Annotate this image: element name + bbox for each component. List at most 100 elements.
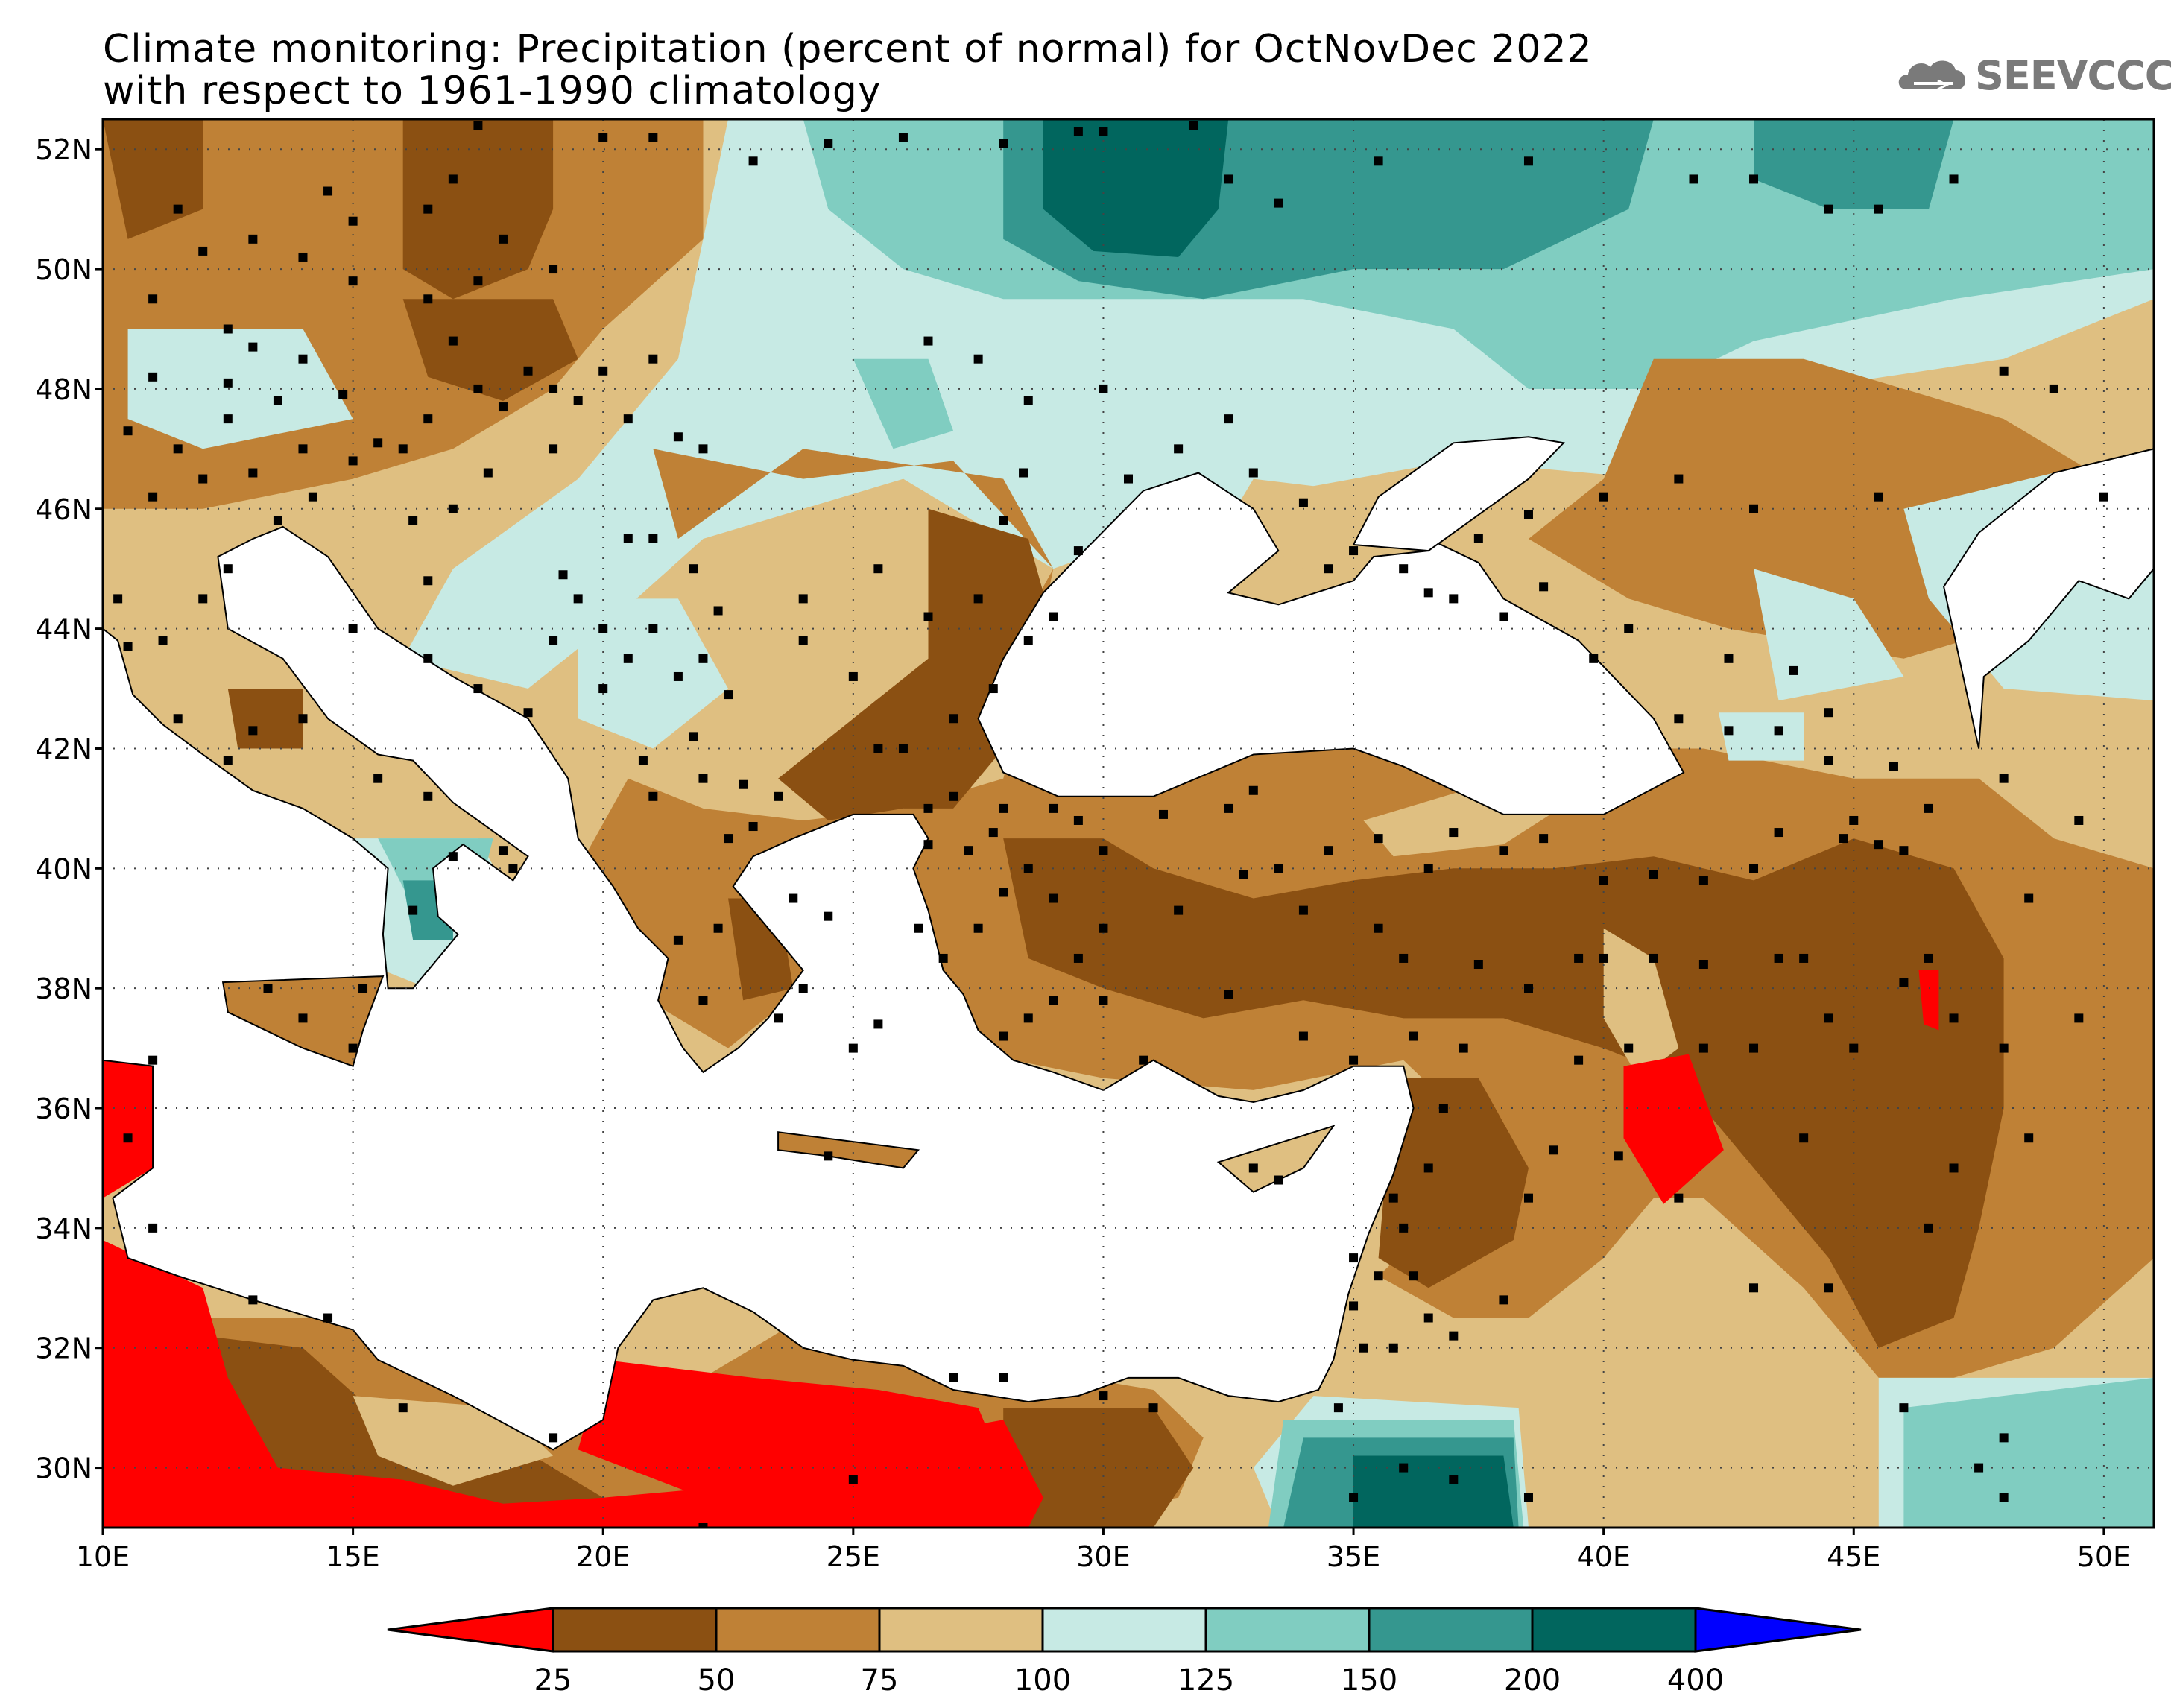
- station-marker: [1349, 1055, 1359, 1065]
- station-marker: [1824, 708, 1833, 718]
- station-marker: [498, 846, 508, 855]
- station-marker: [648, 354, 658, 364]
- station-marker: [1949, 1163, 1959, 1173]
- station-marker: [1799, 953, 1809, 963]
- station-marker: [1459, 1043, 1468, 1053]
- station-marker: [1298, 905, 1308, 915]
- station-marker: [973, 923, 983, 933]
- station-marker: [1409, 1271, 1418, 1281]
- lon-label: 10E: [76, 1540, 130, 1573]
- station-marker: [999, 1373, 1008, 1382]
- station-marker: [1499, 612, 1508, 621]
- black-sea: [977, 472, 1685, 815]
- station-marker: [1774, 828, 1783, 838]
- station-marker: [173, 204, 183, 214]
- precip-region: [578, 598, 728, 749]
- colorbar-tick-label: 400: [1667, 1663, 1724, 1698]
- station-marker: [298, 714, 308, 724]
- station-marker: [1698, 876, 1708, 885]
- station-marker: [348, 624, 358, 633]
- station-marker: [2024, 893, 2034, 903]
- precip-region: [1003, 838, 2004, 1348]
- station-marker: [949, 791, 958, 801]
- station-marker: [1599, 953, 1608, 963]
- lon-label: 50E: [2077, 1540, 2131, 1573]
- precip-region: [1903, 1377, 2154, 1528]
- station-marker: [549, 1433, 558, 1443]
- station-marker: [338, 390, 348, 399]
- station-marker: [1158, 809, 1168, 819]
- precip-region: [1043, 119, 1229, 257]
- station-marker: [1839, 834, 1848, 844]
- station-marker: [573, 396, 583, 405]
- station-marker: [789, 893, 798, 903]
- station-marker: [1349, 1493, 1359, 1502]
- station-marker: [1949, 174, 1959, 184]
- colorbar-segment: [878, 1607, 1044, 1653]
- station-marker: [848, 1043, 858, 1053]
- station-marker: [1423, 1313, 1433, 1323]
- station-marker: [1924, 1223, 1933, 1233]
- station-marker: [1499, 1295, 1508, 1305]
- station-marker: [698, 774, 708, 783]
- station-marker: [914, 923, 923, 933]
- station-marker: [1689, 174, 1698, 184]
- station-marker: [1574, 953, 1584, 963]
- station-marker: [1374, 834, 1383, 844]
- station-marker: [1599, 492, 1608, 502]
- station-marker: [308, 492, 317, 502]
- station-marker: [648, 534, 658, 543]
- station-marker: [123, 426, 133, 436]
- station-marker: [1449, 828, 1459, 838]
- station-marker: [1174, 444, 1184, 454]
- colorbar-tick-label: 200: [1504, 1663, 1561, 1698]
- station-marker: [448, 852, 458, 861]
- station-marker: [964, 846, 973, 855]
- station-marker: [1749, 864, 1759, 873]
- station-marker: [173, 444, 183, 454]
- station-marker: [223, 414, 233, 424]
- station-marker: [873, 744, 883, 753]
- station-marker: [1574, 1055, 1584, 1065]
- station-marker: [158, 636, 168, 645]
- station-marker: [198, 246, 208, 256]
- station-marker: [1349, 1253, 1359, 1263]
- station-marker: [1824, 756, 1833, 765]
- station-marker: [798, 984, 808, 993]
- lat-label: 30N: [35, 1452, 92, 1485]
- station-marker: [648, 133, 658, 142]
- station-marker: [1423, 864, 1433, 873]
- station-marker: [1073, 953, 1083, 963]
- station-marker: [623, 534, 633, 543]
- precip-region: [1378, 1078, 1529, 1288]
- station-marker: [824, 139, 833, 148]
- station-marker: [938, 953, 948, 963]
- colorbar-segment: [552, 1607, 718, 1653]
- station-marker: [623, 414, 633, 424]
- station-marker: [423, 576, 433, 586]
- station-marker: [923, 336, 933, 346]
- station-marker: [1359, 1343, 1368, 1353]
- station-marker: [1189, 121, 1198, 130]
- lat-label: 32N: [35, 1332, 92, 1365]
- station-marker: [323, 1313, 333, 1323]
- colorbar-tick-label: 25: [534, 1663, 572, 1698]
- station-marker: [1674, 474, 1684, 484]
- station-marker: [824, 1151, 833, 1161]
- island: [777, 1131, 920, 1169]
- station-marker: [1789, 665, 1798, 675]
- station-marker: [1274, 198, 1283, 208]
- station-marker: [1614, 1151, 1623, 1161]
- station-marker: [549, 265, 558, 274]
- station-marker: [1449, 1475, 1459, 1484]
- station-marker: [523, 366, 533, 376]
- station-marker: [1399, 953, 1409, 963]
- station-marker: [598, 366, 608, 376]
- station-marker: [1974, 1463, 1984, 1473]
- station-marker: [949, 714, 958, 724]
- station-marker: [1523, 984, 1533, 993]
- station-marker: [148, 492, 158, 502]
- station-marker: [698, 654, 708, 663]
- station-marker: [1274, 1175, 1283, 1185]
